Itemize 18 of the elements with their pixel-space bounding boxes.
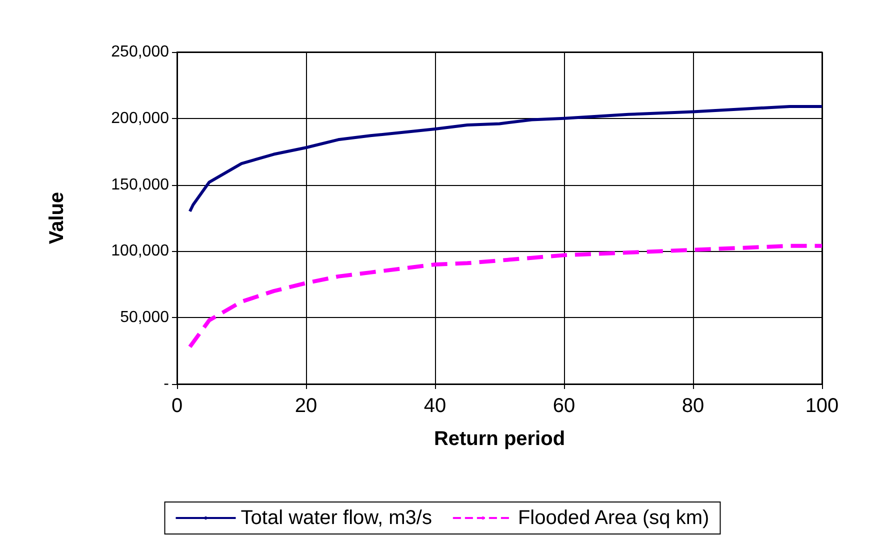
y-tick-label: 200,000 bbox=[111, 110, 170, 127]
y-tick-label: 150,000 bbox=[111, 176, 170, 194]
y-tick-label: 50,000 bbox=[120, 309, 170, 326]
x-tick-label: 60 bbox=[552, 395, 576, 417]
x-tick-label: 40 bbox=[424, 395, 446, 417]
legend-label: Total water flow, m3/s bbox=[240, 507, 432, 529]
y-tick-label: 100,000 bbox=[111, 242, 170, 260]
y-axis-title: Value bbox=[46, 192, 68, 244]
y-tick-label: 250,000 bbox=[111, 44, 170, 60]
x-tick-label: 80 bbox=[682, 395, 704, 417]
legend-label: Flooded Area (sq km) bbox=[518, 507, 710, 529]
x-tick-label: 0 bbox=[171, 395, 183, 417]
x-axis-title: Return period bbox=[434, 428, 566, 450]
line-series bbox=[188, 104, 824, 213]
line-series bbox=[188, 244, 824, 349]
y-tick-label: - bbox=[164, 376, 169, 392]
x-tick-label: 100 bbox=[805, 395, 839, 417]
x-tick-label: 20 bbox=[294, 395, 318, 417]
